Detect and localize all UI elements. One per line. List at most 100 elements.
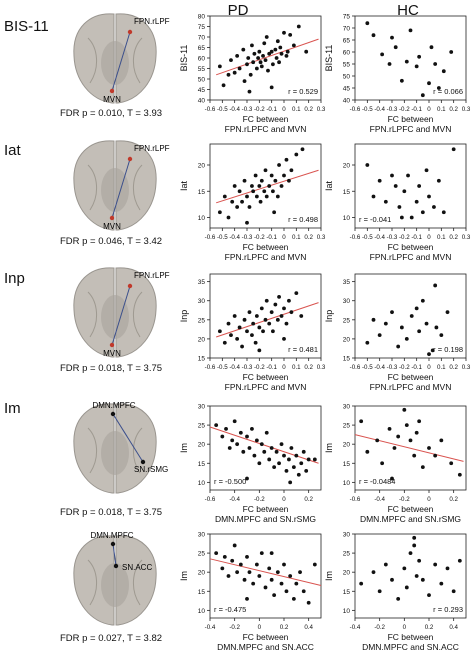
x-axis-label: FPN.rLPFC and MVN bbox=[225, 382, 307, 392]
data-point bbox=[241, 449, 246, 454]
data-point bbox=[274, 56, 279, 60]
data-point bbox=[232, 184, 237, 188]
data-point bbox=[396, 434, 401, 439]
data-point bbox=[406, 173, 410, 178]
x-tick-label: -0.5 bbox=[217, 364, 228, 371]
brain-render: FPN.rLPFC MVN bbox=[73, 267, 170, 358]
data-point bbox=[269, 446, 274, 450]
data-point bbox=[417, 54, 422, 59]
node-b-marker bbox=[109, 342, 115, 348]
node-a-label: FPN.rLPFC bbox=[134, 144, 170, 153]
data-point bbox=[272, 210, 277, 215]
data-point bbox=[257, 49, 262, 54]
data-point bbox=[365, 340, 370, 345]
x-tick-label: -0.5 bbox=[362, 234, 373, 241]
data-point bbox=[230, 558, 235, 563]
data-point bbox=[282, 562, 286, 567]
x-tick-label: -0.1 bbox=[411, 234, 422, 241]
y-tick-label: 15 bbox=[198, 589, 206, 596]
y-axis-label: Iat bbox=[179, 181, 189, 192]
y-tick-label: 10 bbox=[198, 215, 206, 222]
data-point bbox=[296, 472, 301, 477]
data-point bbox=[420, 577, 425, 582]
data-point bbox=[245, 476, 249, 481]
data-point bbox=[250, 184, 254, 188]
y-tick-label: 25 bbox=[198, 317, 206, 324]
data-point bbox=[238, 562, 243, 567]
data-point bbox=[427, 446, 431, 450]
data-point bbox=[439, 438, 444, 443]
y-tick-label: 30 bbox=[198, 532, 206, 539]
data-point bbox=[432, 205, 436, 209]
x-tick-label: -0.6 bbox=[350, 234, 361, 241]
data-point bbox=[449, 50, 454, 54]
data-point bbox=[417, 184, 422, 188]
data-point bbox=[257, 184, 262, 188]
x-tick-label: 0 bbox=[427, 106, 431, 113]
data-point bbox=[291, 465, 296, 469]
data-point bbox=[232, 70, 237, 75]
y-tick-label: 15 bbox=[343, 589, 351, 596]
data-point bbox=[272, 593, 277, 597]
data-point bbox=[439, 333, 444, 337]
data-point bbox=[434, 325, 439, 330]
x-tick-label: 0.2 bbox=[304, 234, 313, 241]
data-point bbox=[242, 178, 247, 183]
data-point bbox=[390, 577, 394, 582]
y-axis-label: BIS-11 bbox=[324, 45, 334, 72]
x-tick-label: -0.4 bbox=[374, 234, 385, 241]
data-point bbox=[252, 453, 257, 458]
data-point bbox=[257, 348, 262, 353]
data-point bbox=[390, 35, 394, 40]
data-point bbox=[433, 562, 438, 567]
y-tick-label: 30 bbox=[198, 298, 206, 305]
data-point bbox=[304, 469, 309, 473]
data-point bbox=[254, 562, 259, 567]
node-a-marker bbox=[127, 156, 133, 162]
brain-render: FPN.rLPFC MVN bbox=[73, 140, 170, 231]
data-point bbox=[277, 163, 281, 167]
y-tick-label: 70 bbox=[198, 35, 206, 42]
y-tick-label: 65 bbox=[198, 45, 206, 52]
node-a-label: FPN.rLPFC bbox=[134, 17, 170, 26]
data-point bbox=[404, 59, 409, 64]
correlation-annotation: r = 0.198 bbox=[433, 345, 463, 354]
data-point bbox=[217, 64, 222, 69]
x-tick-label: -0.2 bbox=[254, 234, 265, 241]
y-tick-label: 25 bbox=[198, 423, 206, 430]
scatter-chart-pd: -0.4 -0.2 0 0.2 0.4 10 15 20 25 30 Im FC betweenDMN… bbox=[179, 532, 322, 652]
data-point bbox=[269, 577, 274, 582]
regression-line bbox=[209, 426, 319, 464]
y-tick-label: 20 bbox=[198, 570, 206, 577]
x-tick-label: 0.3 bbox=[462, 234, 471, 241]
x-axis-label: DMN.MPFC and SN.ACC bbox=[217, 642, 314, 652]
x-axis-label: FC between bbox=[243, 114, 289, 124]
data-point bbox=[299, 461, 304, 466]
x-tick-label: 0.1 bbox=[437, 364, 446, 371]
data-point bbox=[230, 199, 235, 204]
data-point bbox=[217, 210, 222, 215]
x-tick-label: -0.1 bbox=[266, 234, 277, 241]
data-point bbox=[377, 589, 382, 594]
data-point bbox=[441, 210, 446, 215]
y-tick-label: 30 bbox=[343, 298, 351, 305]
data-point bbox=[258, 199, 263, 204]
y-tick-label: 30 bbox=[343, 532, 351, 539]
plot-frame bbox=[354, 143, 467, 229]
data-point bbox=[275, 194, 280, 199]
data-point bbox=[256, 56, 260, 60]
data-point bbox=[257, 461, 262, 466]
x-tick-label: 0.2 bbox=[304, 106, 313, 113]
data-point bbox=[269, 85, 274, 90]
data-point bbox=[451, 589, 456, 594]
data-point bbox=[261, 329, 265, 334]
x-tick-label: -0.2 bbox=[254, 106, 265, 113]
scatter-chart-pd: -0.6 -0.5 -0.4 -0.3 -0.2 -0.1 0 0.1 0.2 0.3 40 45 50… bbox=[179, 14, 326, 135]
correlation-annotation: r = 0.293 bbox=[433, 605, 463, 614]
x-tick-label: -0.3 bbox=[387, 234, 398, 241]
data-point bbox=[253, 340, 258, 345]
data-point bbox=[436, 178, 441, 183]
data-point bbox=[417, 558, 422, 563]
data-point bbox=[272, 465, 277, 469]
data-point bbox=[399, 78, 404, 83]
